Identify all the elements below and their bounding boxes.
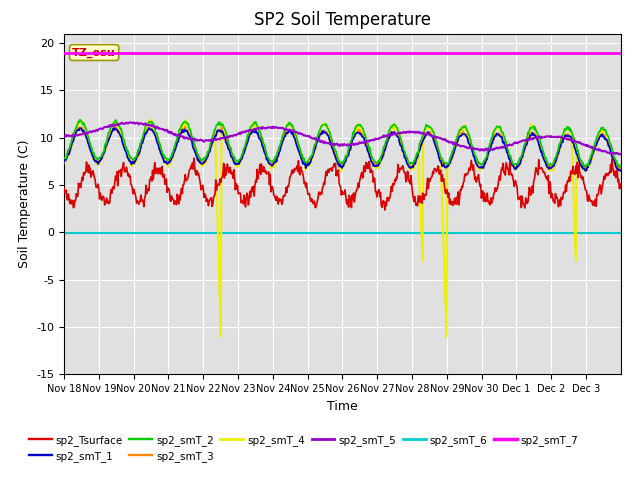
Title: SP2 Soil Temperature: SP2 Soil Temperature xyxy=(254,11,431,29)
Y-axis label: Soil Temperature (C): Soil Temperature (C) xyxy=(18,140,31,268)
X-axis label: Time: Time xyxy=(327,400,358,413)
Legend: sp2_Tsurface, sp2_smT_1, sp2_smT_2, sp2_smT_3, sp2_smT_4, sp2_smT_5, sp2_smT_6, : sp2_Tsurface, sp2_smT_1, sp2_smT_2, sp2_… xyxy=(25,431,583,466)
Text: TZ_osu: TZ_osu xyxy=(72,48,116,58)
